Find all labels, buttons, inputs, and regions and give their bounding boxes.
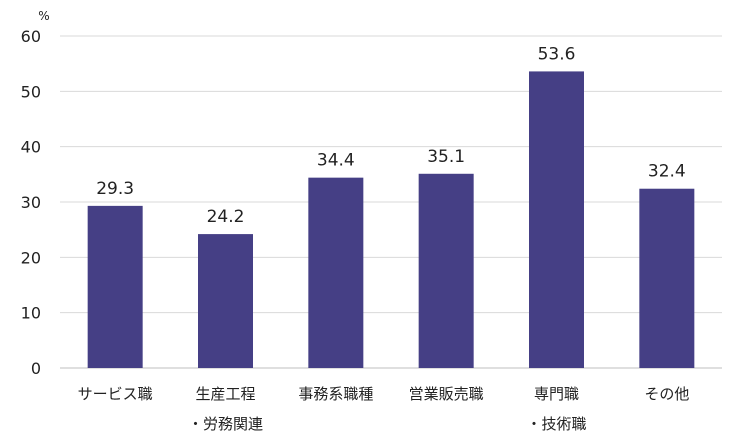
bars	[87, 71, 695, 368]
data-label: 24.2	[207, 207, 245, 227]
y-tick-label: 20	[21, 248, 41, 267]
category-label: 事務系職種	[298, 385, 373, 403]
category-label: ・労務関連	[188, 415, 263, 433]
data-label: 29.3	[96, 179, 134, 199]
y-axis-unit-label: %	[38, 9, 49, 23]
data-label: 53.6	[538, 44, 576, 64]
data-label: 32.4	[648, 162, 686, 182]
y-tick-label: 50	[21, 82, 41, 101]
category-label: サービス職	[78, 385, 153, 403]
bar	[639, 188, 695, 368]
category-label: ・技術職	[526, 415, 586, 433]
y-tick-label: 30	[21, 193, 41, 212]
data-labels: 29.3 24.2 34.4 35.1 53.6 32.4	[96, 44, 686, 227]
gridlines	[60, 35, 722, 369]
y-axis: % 0 10 20 30 40 50 60	[21, 9, 50, 378]
data-label: 34.4	[317, 151, 355, 171]
bar	[529, 71, 584, 368]
x-axis-category-labels: サービス職 生産工程・労務関連 事務系職種 営業販売職 専門職・技術職 その他	[78, 385, 690, 433]
y-tick-label: 60	[21, 27, 41, 46]
y-tick-label: 0	[31, 359, 41, 378]
category-label: その他	[644, 385, 689, 403]
bar	[418, 173, 474, 368]
category-label: 営業販売職	[409, 385, 484, 403]
category-label: 専門職	[534, 385, 579, 403]
data-label: 35.1	[427, 147, 465, 167]
category-label: 生産工程	[195, 385, 255, 403]
bar	[87, 205, 143, 368]
bar	[308, 177, 364, 368]
y-tick-label: 10	[21, 304, 41, 323]
y-tick-label: 40	[21, 138, 41, 157]
bar	[198, 234, 253, 368]
